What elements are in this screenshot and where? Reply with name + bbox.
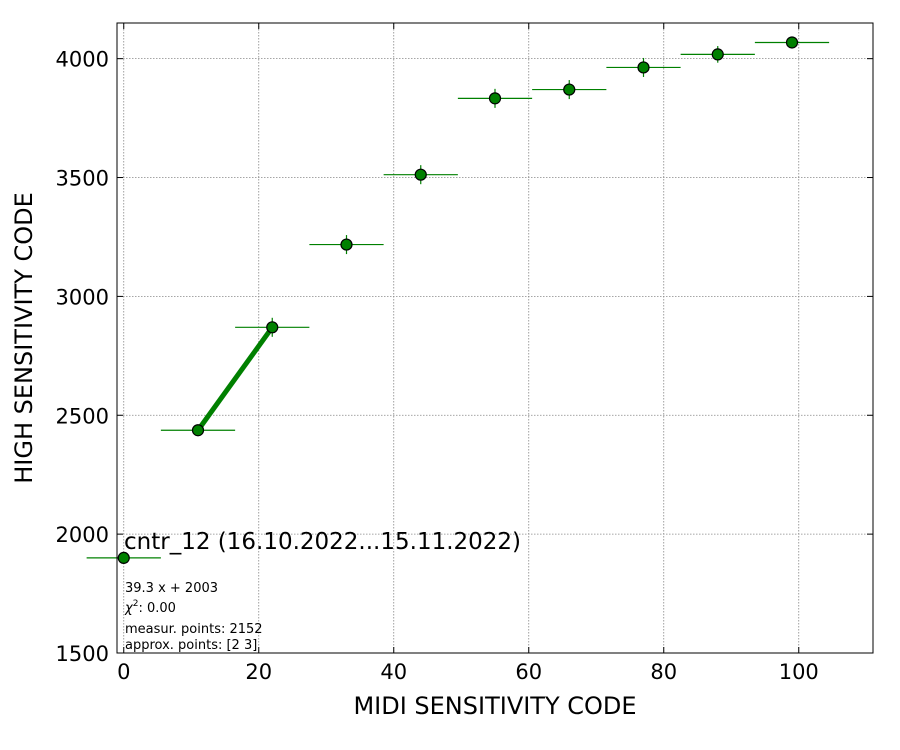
- data-point: [117, 551, 130, 565]
- fit-line-group: [195, 325, 275, 432]
- data-point: [340, 238, 353, 251]
- fit-equation: 39.3 x + 2003: [125, 581, 218, 596]
- y-tick-label: 3500: [56, 167, 109, 191]
- x-axis-label: MIDI SENSITIVITY CODE: [353, 692, 636, 720]
- data-point: [414, 168, 427, 181]
- data-point: [711, 48, 724, 61]
- y-axis-label: HIGH SENSITIVITY CODE: [10, 192, 38, 484]
- chi-symbol: χ: [124, 601, 134, 616]
- data-points: [86, 36, 830, 565]
- chi-square: χ2: 0.00: [124, 599, 176, 616]
- data-point: [266, 321, 279, 334]
- data-point: [785, 36, 799, 49]
- data-point: [488, 92, 502, 105]
- y-tick-label: 2000: [56, 523, 109, 547]
- x-tick-label: 60: [515, 660, 542, 684]
- plot-frame: [116, 22, 874, 654]
- data-point: [191, 424, 205, 437]
- x-tick-label: 20: [245, 660, 272, 684]
- data-point: [563, 83, 576, 96]
- x-tick-label: 80: [650, 660, 677, 684]
- ticks: 0 20 40 60 80 100 1500 2000 2500 3000 3500 4000: [56, 23, 873, 684]
- x-tick-label: 100: [779, 660, 819, 684]
- x-tick-label: 0: [117, 660, 130, 684]
- approx-points: approx. points: [2 3]: [125, 638, 257, 653]
- x-tick-label: 40: [380, 660, 407, 684]
- chart-title: cntr_12 (16.10.2022...15.11.2022): [124, 529, 521, 555]
- y-tick-label: 3000: [56, 285, 109, 309]
- measur-points: measur. points: 2152: [125, 622, 263, 637]
- grid: [117, 23, 873, 654]
- chi-exponent: 2: [133, 599, 139, 609]
- chi-value: : 0.00: [138, 601, 175, 616]
- y-tick-label: 4000: [56, 48, 109, 72]
- data-point: [637, 61, 650, 74]
- y-tick-label: 1500: [56, 642, 109, 666]
- fit-line: [195, 325, 275, 432]
- y-tick-label: 2500: [56, 404, 109, 428]
